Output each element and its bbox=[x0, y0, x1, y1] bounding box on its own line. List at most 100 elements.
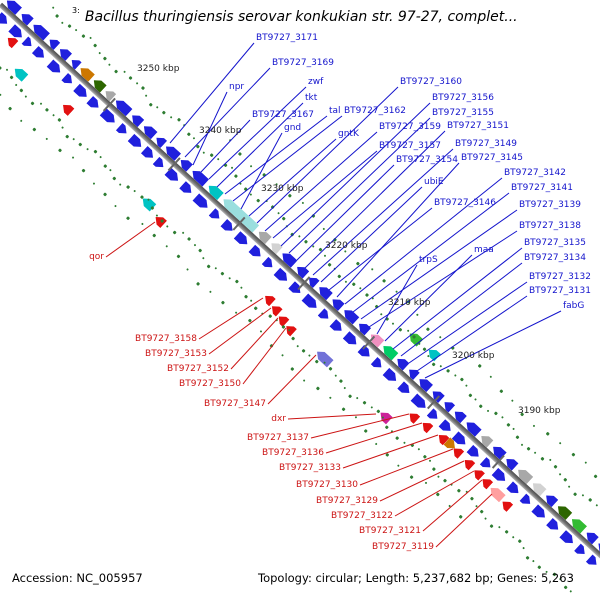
gene-label-reverse[interactable]: BT9727_3121 bbox=[359, 526, 421, 536]
gc-dot bbox=[425, 327, 431, 332]
gc-dot bbox=[522, 546, 526, 550]
gene-label-reverse[interactable]: BT9727_3158 bbox=[135, 334, 197, 344]
gene-arrow[interactable] bbox=[11, 65, 28, 82]
gc-dot bbox=[268, 314, 273, 319]
gene-label-reverse[interactable]: BT9727_3137 bbox=[247, 433, 309, 443]
gene-label-reverse[interactable]: BT9727_3129 bbox=[316, 496, 378, 506]
gene-arrow[interactable] bbox=[314, 348, 334, 368]
gc-dot bbox=[584, 461, 588, 465]
gc-dot bbox=[390, 429, 394, 433]
gene-label-forward[interactable]: maa bbox=[474, 245, 494, 255]
gene-arrow[interactable] bbox=[461, 456, 475, 470]
gc-dot bbox=[327, 262, 332, 267]
gene-label-forward[interactable]: trpS bbox=[419, 255, 438, 265]
gene-label-forward[interactable]: BT9727_3146 bbox=[434, 198, 496, 208]
gene-label-forward[interactable]: BT9727_3156 bbox=[432, 93, 494, 103]
gene-label-forward[interactable]: npr bbox=[229, 82, 245, 92]
gc-dot bbox=[391, 322, 395, 326]
gene-label-reverse[interactable]: BT9727_3153 bbox=[145, 349, 207, 359]
gene-label-forward[interactable]: BT9727_3145 bbox=[461, 153, 523, 163]
gene-label-reverse[interactable]: BT9727_3122 bbox=[331, 511, 393, 521]
gene-label-forward[interactable]: BT9727_3167 bbox=[252, 110, 314, 120]
genome-backbone[interactable] bbox=[0, 2, 600, 561]
gc-dot bbox=[182, 123, 186, 127]
position-label: 3210 kbp bbox=[388, 298, 431, 308]
gene-label-reverse[interactable]: BT9727_3130 bbox=[296, 480, 358, 490]
gene-label-reverse[interactable]: BT9727_3119 bbox=[372, 542, 434, 552]
gc-dot bbox=[428, 459, 432, 463]
gc-dot bbox=[277, 211, 280, 215]
gene-arrow[interactable] bbox=[487, 484, 506, 502]
gene-label-forward[interactable]: BT9727_3151 bbox=[447, 121, 509, 131]
gc-dot bbox=[140, 85, 146, 91]
gc-dot bbox=[548, 458, 552, 462]
gc-dot bbox=[108, 63, 111, 67]
gene-label-forward[interactable]: BT9727_3139 bbox=[519, 200, 581, 210]
gene-label-forward[interactable]: BT9727_3155 bbox=[432, 108, 494, 118]
gene-label-forward[interactable]: tal bbox=[329, 106, 341, 116]
gene-label-reverse[interactable]: BT9727_3133 bbox=[279, 463, 341, 473]
gene-label-reverse[interactable]: BT9727_3147 bbox=[204, 399, 266, 409]
gc-dot bbox=[499, 389, 504, 394]
gc-dot bbox=[270, 204, 275, 210]
gc-dot bbox=[93, 149, 98, 154]
gc-dot bbox=[262, 172, 267, 178]
gene-arrow[interactable] bbox=[479, 475, 493, 489]
gc-dot bbox=[381, 278, 387, 283]
gene-arrow[interactable] bbox=[499, 498, 513, 512]
gc-dot bbox=[453, 374, 457, 377]
gene-label-forward[interactable]: BT9727_3149 bbox=[455, 139, 517, 149]
gene-label-reverse[interactable]: BT9727_3152 bbox=[167, 364, 229, 374]
gc-dot bbox=[253, 306, 258, 311]
gene-label-forward[interactable]: zwf bbox=[308, 77, 324, 87]
gene-label-forward[interactable]: BT9727_3131 bbox=[529, 286, 591, 296]
gc-dot bbox=[19, 119, 23, 123]
gene-label-forward[interactable]: BT9727_3157 bbox=[379, 141, 441, 151]
gene-label-forward[interactable]: BT9727_3169 bbox=[272, 58, 334, 68]
gc-dot bbox=[398, 327, 403, 332]
gene-arrow[interactable] bbox=[60, 101, 75, 116]
gene-label-forward[interactable]: BT9727_3134 bbox=[524, 253, 586, 263]
gc-dot bbox=[333, 267, 337, 271]
gc-dot bbox=[379, 312, 383, 316]
gc-dot bbox=[152, 233, 157, 238]
gene-label-reverse[interactable]: BT9727_3150 bbox=[179, 379, 241, 389]
gene-label-forward[interactable]: ubiE bbox=[424, 177, 444, 187]
gene-label-forward[interactable]: BT9727_3160 bbox=[400, 77, 462, 87]
gene-label-forward[interactable]: BT9727_3141 bbox=[511, 183, 573, 193]
gene-arrow[interactable] bbox=[262, 292, 276, 306]
gc-dot bbox=[186, 132, 191, 137]
gene-label-forward[interactable]: BT9727_3159 bbox=[379, 122, 441, 132]
gc-dot bbox=[374, 442, 378, 446]
gene-label-forward[interactable]: gntK bbox=[338, 129, 359, 139]
gene-label-reverse[interactable]: qor bbox=[89, 252, 104, 262]
gc-dot bbox=[281, 216, 286, 221]
gene-label-forward[interactable]: BT9727_3138 bbox=[519, 221, 581, 231]
gc-dot bbox=[260, 312, 264, 316]
gene-label-reverse[interactable]: BT9727_3136 bbox=[262, 448, 324, 458]
gc-dot bbox=[525, 555, 530, 560]
gc-dot bbox=[506, 422, 511, 428]
gc-dot bbox=[347, 394, 353, 399]
gc-dot bbox=[234, 279, 240, 284]
position-label: 3250 kbp bbox=[137, 64, 180, 74]
gene-label-forward[interactable]: gnd bbox=[284, 123, 302, 133]
gene-label-forward[interactable]: BT9727_3154 bbox=[396, 155, 458, 165]
gene-label-reverse[interactable]: dxr bbox=[271, 414, 286, 424]
gene-label-forward[interactable]: BT9727_3142 bbox=[504, 168, 566, 178]
gene-label-forward[interactable]: tkt bbox=[305, 93, 318, 103]
gene-label-forward[interactable]: BT9727_3132 bbox=[529, 272, 591, 282]
gene-label-forward[interactable]: BT9727_3171 bbox=[256, 33, 318, 43]
gc-dot bbox=[489, 375, 493, 379]
position-label: 3240 kbp bbox=[199, 126, 242, 136]
gc-dot bbox=[281, 324, 286, 330]
gene-label-forward[interactable]: BT9727_3162 bbox=[344, 106, 406, 116]
gene-arrow[interactable] bbox=[406, 410, 420, 424]
gc-dot bbox=[478, 404, 483, 409]
gc-dot bbox=[371, 296, 375, 300]
gene-arrow[interactable] bbox=[419, 419, 433, 433]
gc-dot bbox=[537, 565, 542, 570]
gene-arrow[interactable] bbox=[471, 467, 485, 481]
gene-label-forward[interactable]: fabG bbox=[563, 301, 585, 311]
gene-label-forward[interactable]: BT9727_3135 bbox=[524, 238, 586, 248]
